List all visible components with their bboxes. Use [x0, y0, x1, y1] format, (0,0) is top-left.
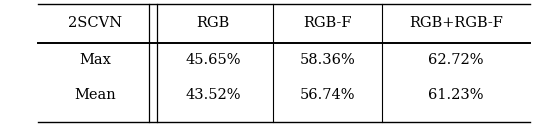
Text: 62.72%: 62.72% [428, 53, 484, 67]
Text: Mean: Mean [75, 88, 116, 102]
Text: 43.52%: 43.52% [185, 88, 241, 102]
Text: RGB-F: RGB-F [304, 16, 352, 30]
Text: 56.74%: 56.74% [300, 88, 355, 102]
Text: Max: Max [80, 53, 111, 67]
Text: RGB+RGB-F: RGB+RGB-F [409, 16, 503, 30]
Text: 45.65%: 45.65% [185, 53, 241, 67]
Text: 2SCVN: 2SCVN [68, 16, 123, 30]
Text: RGB: RGB [197, 16, 229, 30]
Text: 58.36%: 58.36% [300, 53, 355, 67]
Text: 61.23%: 61.23% [428, 88, 484, 102]
